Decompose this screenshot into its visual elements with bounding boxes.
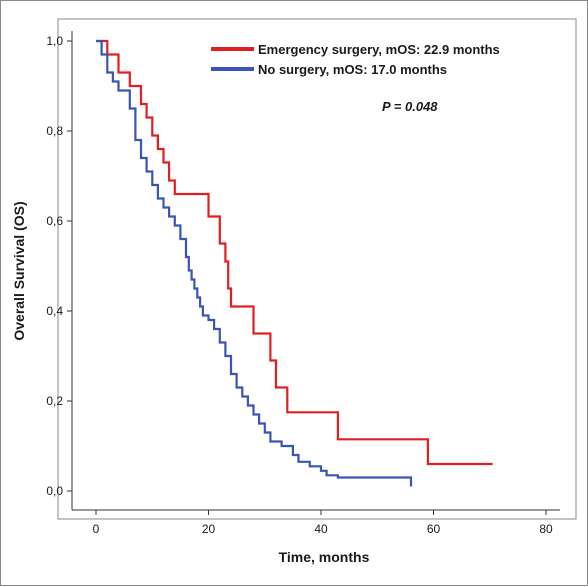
survival-curve-emergency-surgery (96, 39, 493, 466)
plot-frame (57, 18, 577, 520)
y-tick-label: 0,0 (46, 484, 63, 498)
p-value-annotation: P = 0.048 (382, 99, 438, 114)
y-tick-label: 1,0 (46, 34, 63, 48)
y-tick-label: 0,2 (46, 394, 63, 408)
legend-label: Emergency surgery, mOS: 22.9 months (258, 42, 500, 57)
x-axis-title: Time, months (279, 549, 370, 565)
x-tick-label: 0 (93, 522, 100, 536)
x-tick-label: 80 (539, 522, 553, 536)
y-tick-label: 0,4 (46, 304, 63, 318)
legend-label: No surgery, mOS: 17.0 months (258, 62, 447, 77)
x-tick-label: 60 (427, 522, 441, 536)
survival-curve-no-surgery (96, 39, 413, 487)
y-tick-label: 0,8 (46, 124, 63, 138)
y-tick-label: 0,6 (46, 214, 63, 228)
x-tick-label: 40 (314, 522, 328, 536)
x-tick-label: 20 (202, 522, 216, 536)
y-axis-title: Overall Survival (OS) (11, 201, 27, 340)
